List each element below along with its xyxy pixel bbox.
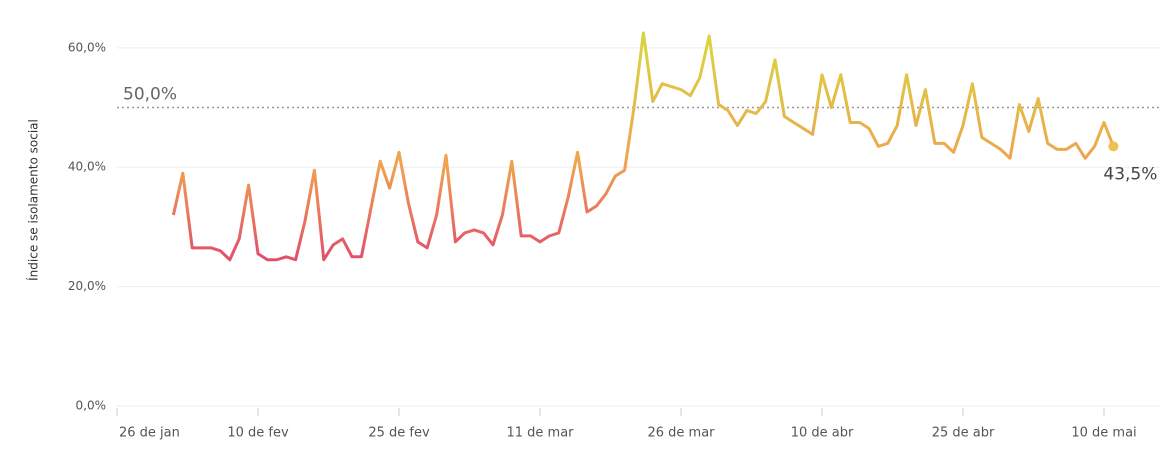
x-tick-label: 10 de mai: [1071, 426, 1136, 441]
x-tick-label: 25 de fev: [368, 426, 430, 441]
end-label: 43,5%: [1103, 164, 1157, 184]
x-tick-label: 10 de abr: [791, 426, 854, 441]
y-tick-label: 20,0%: [68, 279, 106, 293]
x-tick-label: 11 de mar: [506, 426, 574, 441]
y-axis-label: Índice se isolamento social: [26, 119, 41, 281]
y-tick-label: 0,0%: [76, 399, 107, 413]
x-tick-label: 26 de jan: [119, 426, 180, 441]
reference-label: 50,0%: [123, 85, 177, 105]
y-tick-label: 60,0%: [68, 40, 106, 54]
x-tick-label: 25 de abr: [932, 426, 995, 441]
y-tick-label: 40,0%: [68, 160, 106, 174]
x-tick-label: 10 de fev: [227, 426, 289, 441]
x-tick-label: 26 de mar: [647, 426, 715, 441]
end-point: [1108, 141, 1119, 152]
line: [171, 31, 1115, 262]
